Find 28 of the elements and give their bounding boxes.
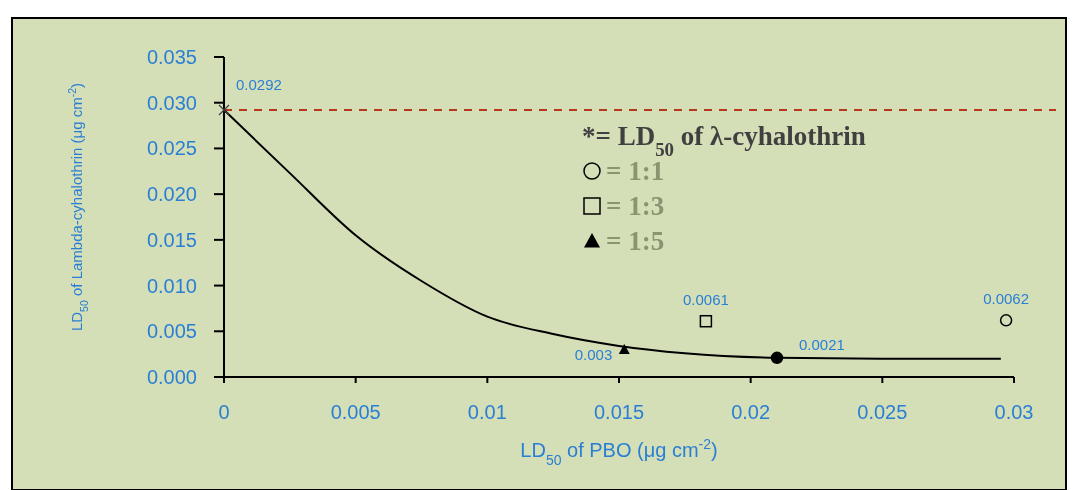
y-tick-label: 0.005: [146, 320, 197, 343]
point: [770, 351, 784, 365]
point: [699, 314, 713, 328]
y-tick-label: 0.030: [146, 91, 197, 114]
x-tick-label: 0.01: [467, 401, 507, 423]
y-tick-label: 0.015: [146, 228, 197, 251]
point: [218, 104, 230, 116]
x-tick-label: 0: [218, 401, 230, 423]
data-label: 0.0021: [799, 335, 845, 353]
legend-label: = 1:3: [606, 191, 665, 221]
x-tick-label: 0.03: [994, 401, 1034, 423]
y-tick-label: 0.000: [146, 366, 197, 388]
data-label: 0.0062: [983, 290, 1030, 308]
x-axis-title: LD$_{50}$ of PBO (μg cm$^{-2}$): [520, 436, 718, 468]
legend-label: = 1:5: [606, 226, 665, 256]
y-tick-label: 0.010: [146, 274, 197, 297]
point: [999, 314, 1013, 327]
y-tick-label: 0.025: [146, 137, 197, 160]
x-tick-label: 0.015: [593, 401, 645, 423]
x-tick-label: 0.02: [731, 401, 771, 423]
x-tick-label: 0.005: [330, 401, 381, 423]
y-tick-label: 0.035: [146, 46, 197, 68]
x-tick-label: 0.025: [857, 401, 908, 423]
point: [618, 344, 630, 354]
y-tick-label: 0.020: [146, 183, 197, 206]
data-label: 0.0061: [682, 291, 729, 309]
data-label: 0.003: [574, 345, 613, 363]
data-label: 0.0292: [236, 76, 282, 94]
